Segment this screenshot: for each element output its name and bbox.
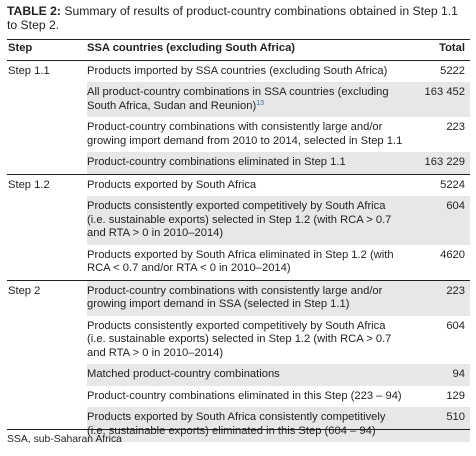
row-description-text: All product-country combinations in SSA … [87, 86, 389, 112]
table-top-rule [7, 39, 470, 40]
row-description-text: Products consistently exported competiti… [87, 200, 392, 239]
column-header-countries: SSA countries (excluding South Africa) [87, 40, 415, 61]
table-header-row: Step SSA countries (excluding South Afri… [7, 40, 470, 61]
row-description-text: Product-country combinations with consis… [87, 121, 403, 147]
table-row: Matched product-country combinations 94 [7, 364, 470, 386]
row-description-text: Products consistently exported competiti… [87, 319, 392, 359]
row-step: Step 1.1 [8, 64, 50, 77]
row-step [7, 82, 87, 117]
table-bottom-rule [7, 429, 470, 430]
table-row: Product-country combinations with consis… [7, 117, 470, 152]
row-description: Product-country combinations eliminated … [87, 152, 415, 175]
row-total: 5224 [440, 178, 465, 191]
table-row: Step 2 Product-country combinations with … [7, 280, 470, 316]
row-step: Step 2 [8, 284, 41, 297]
row-description: All product-country combinations in SSA … [87, 82, 415, 117]
column-header-total: Total [415, 40, 470, 61]
table-caption: TABLE 2: Summary of results of product-c… [7, 4, 469, 33]
table-row: All product-country combinations in SSA … [7, 82, 470, 117]
table-row: Products consistently exported competiti… [7, 196, 470, 245]
table-footnote: SSA, sub-Saharan Africa [7, 434, 122, 445]
row-total: 4620 [415, 244, 470, 281]
row-total: 604 [415, 196, 470, 245]
table-row: Product-country combinations eliminated … [7, 152, 470, 175]
row-description-text: Product-country combinations eliminated … [87, 156, 346, 168]
table-row: Product-country combinations eliminated … [7, 386, 470, 408]
row-step [7, 196, 87, 245]
row-description-text: Products imported by SSA countries (excl… [87, 64, 388, 77]
row-step [7, 386, 87, 408]
row-total: 223 [446, 121, 465, 133]
row-description: Product-country combinations eliminated … [87, 386, 415, 408]
results-table: Step SSA countries (excluding South Afri… [7, 40, 470, 442]
row-description-text: Products exported by South Africa consis… [87, 411, 386, 437]
row-description: Products consistently exported competiti… [87, 196, 415, 245]
row-step [7, 152, 87, 175]
table-label: TABLE 2: [7, 4, 61, 18]
row-description-text: Matched product-country combinations [87, 368, 280, 380]
row-total: 604 [446, 319, 465, 332]
row-description: Products imported by SSA countries (excl… [87, 60, 415, 82]
table-caption-text: Summary of results of product-country co… [7, 4, 458, 33]
row-step [7, 244, 87, 281]
row-description: Products exported by South Africa [87, 174, 415, 196]
row-description-text: Product-country combinations eliminated … [87, 389, 402, 402]
reference-superscript[interactable]: 13 [256, 99, 264, 107]
table-row: Step 1.2 Products exported by South Afric… [7, 174, 470, 196]
table-row: Products exported by South Africa elimin… [7, 244, 470, 281]
row-step: Step 1.2 [8, 178, 50, 191]
table-body: Step 1.1 Products imported by SSA countri… [7, 60, 470, 442]
row-total: 163 452 [415, 82, 470, 117]
row-description-text: Product-country combinations with consis… [87, 284, 383, 311]
row-description: Product-country combinations with consis… [87, 117, 415, 152]
table-row: Products consistently exported competiti… [7, 316, 470, 365]
row-total: 223 [415, 280, 470, 316]
row-description-text: Products exported by South Africa [87, 178, 257, 191]
row-total: 5222 [440, 64, 465, 77]
row-total: 129 [446, 389, 465, 402]
row-description-text: Products exported by South Africa elimin… [87, 248, 394, 275]
row-total: 94 [415, 364, 470, 386]
row-description: Products exported by South Africa elimin… [87, 244, 415, 281]
table-row: Step 1.1 Products imported by SSA countri… [7, 60, 470, 82]
row-description: Product-country combinations with consis… [87, 280, 415, 316]
row-step [7, 364, 87, 386]
table-row: Products exported by South Africa consis… [7, 407, 470, 442]
row-total: 163 229 [415, 152, 470, 175]
row-description: Products exported by South Africa consis… [87, 407, 415, 442]
row-description: Products consistently exported competiti… [87, 316, 415, 365]
row-total: 510 [415, 407, 470, 442]
row-description: Matched product-country combinations [87, 364, 415, 386]
column-header-step: Step [7, 40, 87, 61]
row-step [7, 117, 87, 152]
row-step [7, 316, 87, 365]
